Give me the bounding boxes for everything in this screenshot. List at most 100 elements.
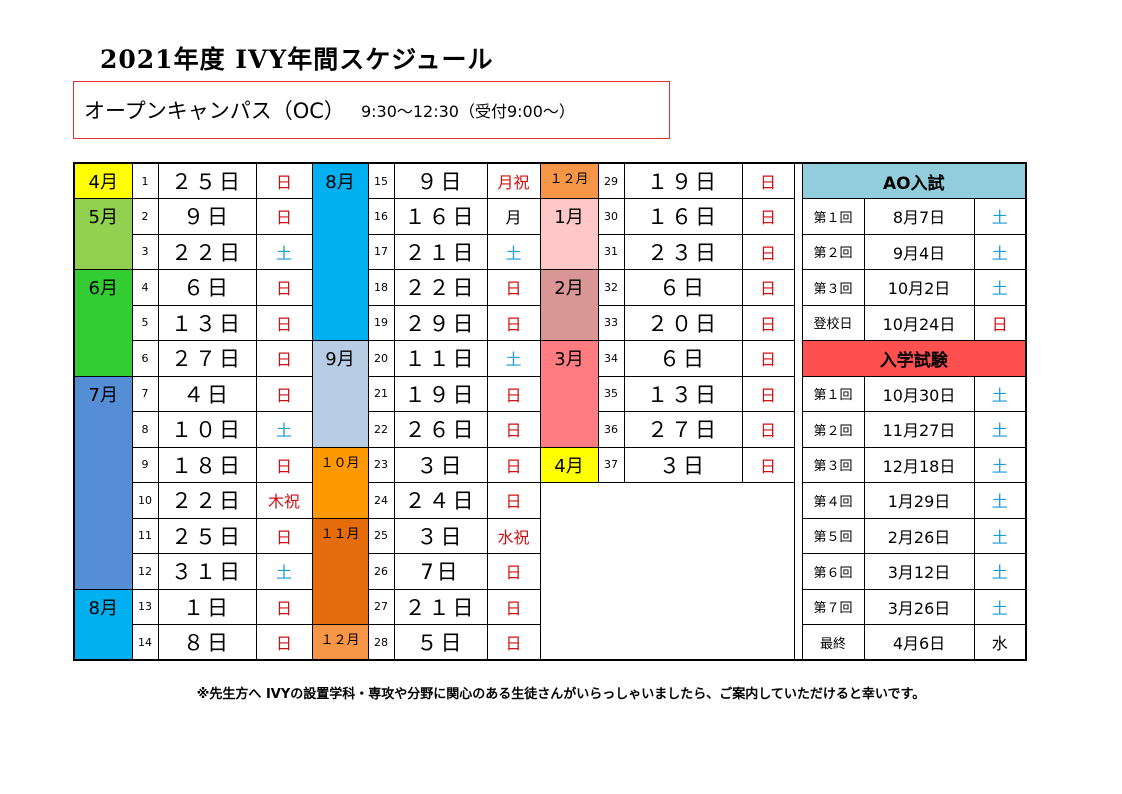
month-label: １０月 bbox=[311, 446, 369, 519]
exam-date: 9月4日 bbox=[863, 233, 975, 270]
session-number: 23 bbox=[367, 446, 395, 483]
exam-round: 第１回 bbox=[801, 198, 865, 235]
session-weekday: 月 bbox=[486, 198, 541, 235]
session-date: ２７日 bbox=[157, 340, 257, 377]
session-number: 14 bbox=[131, 624, 159, 661]
session-weekday: 日 bbox=[255, 269, 313, 306]
session-date: １９日 bbox=[623, 162, 743, 199]
session-date: ２０日 bbox=[623, 304, 743, 341]
session-number: 9 bbox=[131, 446, 159, 483]
session-number: 6 bbox=[131, 340, 159, 377]
session-date: １０日 bbox=[157, 411, 257, 448]
session-date: １日 bbox=[157, 588, 257, 625]
exam-round: 第７回 bbox=[801, 588, 865, 625]
session-date: ９日 bbox=[157, 198, 257, 235]
session-weekday: 土 bbox=[255, 553, 313, 590]
session-date: ８日 bbox=[157, 624, 257, 661]
exam-round: 第４回 bbox=[801, 482, 865, 519]
session-weekday: 日 bbox=[255, 588, 313, 625]
session-number: 5 bbox=[131, 304, 159, 341]
schedule-row: 4月 1 ２５日日 8月 15 ９日 月祝 １２月 29 １９日日 AO入試 bbox=[73, 162, 1027, 660]
session-weekday: 日 bbox=[741, 198, 795, 235]
open-campus-time: 9:30～12:30（受付9:00～） bbox=[360, 102, 575, 121]
session-weekday: 日 bbox=[255, 340, 313, 377]
session-number: 4 bbox=[131, 269, 159, 306]
session-weekday: 土 bbox=[486, 233, 541, 270]
session-date: ２３日 bbox=[623, 233, 743, 270]
session-number: 24 bbox=[367, 482, 395, 519]
entrance-exam-header: 入学試験 bbox=[801, 340, 1027, 377]
schedule-row: 10 ２２日 木祝 24 ２４日日 第４回 1月29日土 bbox=[74, 482, 1027, 661]
session-date: ２９日 bbox=[393, 304, 488, 341]
schedule-row: 12 ３１日土 26 7日日第６回 3月12日土 bbox=[74, 553, 1027, 590]
session-weekday: 日 bbox=[255, 446, 313, 483]
session-date: ３日 bbox=[393, 446, 488, 483]
month-label: 8月 bbox=[73, 588, 133, 661]
open-campus-box: オープンキャンパス（OC） 9:30～12:30（受付9:00～） bbox=[73, 81, 670, 139]
schedule-row: 5月 2 ９日日 16 １６日月 1月 30 １６日日第１回 8月7日土 bbox=[73, 198, 1027, 270]
exam-date: 2月26日 bbox=[863, 517, 975, 554]
exam-weekday: 土 bbox=[973, 553, 1027, 590]
session-weekday: 日 bbox=[741, 304, 795, 341]
session-number: 25 bbox=[367, 517, 395, 554]
empty-area bbox=[539, 482, 795, 661]
session-weekday: 日 bbox=[741, 269, 795, 306]
session-number: 29 bbox=[597, 162, 625, 199]
exam-round: 第３回 bbox=[801, 269, 865, 306]
session-number: 12 bbox=[131, 553, 159, 590]
session-date: １３日 bbox=[157, 304, 257, 341]
session-weekday: 日 bbox=[741, 411, 795, 448]
exam-round: 第５回 bbox=[801, 517, 865, 554]
session-number: 34 bbox=[597, 340, 625, 377]
session-date: ６日 bbox=[157, 269, 257, 306]
schedule-row: 11 ２５日日 １１月 25 ３日 水祝 第５回 2月26日土 bbox=[74, 517, 1027, 625]
ao-exam-header: AO入試 bbox=[801, 162, 1027, 199]
session-number: 31 bbox=[597, 233, 625, 270]
session-date: ２２日 bbox=[157, 233, 257, 270]
exam-date: 1月29日 bbox=[863, 482, 975, 519]
exam-weekday: 土 bbox=[973, 198, 1027, 235]
session-date: １６日 bbox=[393, 198, 488, 235]
session-date: ６日 bbox=[623, 340, 743, 377]
session-date: ２２日 bbox=[393, 269, 488, 306]
open-campus-label: オープンキャンパス（OC） bbox=[84, 99, 345, 123]
session-date: １３日 bbox=[623, 375, 743, 412]
session-number: 3 bbox=[131, 233, 159, 270]
session-date: ９日 bbox=[393, 162, 488, 199]
session-number: 28 bbox=[367, 624, 395, 661]
session-number: 8 bbox=[131, 411, 159, 448]
month-label: 5月 bbox=[73, 198, 133, 270]
session-date: ２５日 bbox=[157, 162, 257, 199]
exam-weekday: 土 bbox=[973, 411, 1027, 448]
session-weekday: 土 bbox=[486, 340, 541, 377]
session-date: ２１日 bbox=[393, 588, 488, 625]
session-weekday: 日 bbox=[486, 446, 541, 483]
session-number: 2 bbox=[131, 198, 159, 235]
exam-round: 登校日 bbox=[801, 304, 865, 341]
session-weekday: 日 bbox=[486, 304, 541, 341]
exam-weekday: 土 bbox=[973, 375, 1027, 412]
session-date: ２４日 bbox=[393, 482, 488, 519]
exam-date: 12月18日 bbox=[863, 446, 975, 483]
session-weekday: 日 bbox=[255, 375, 313, 412]
session-weekday: 日 bbox=[255, 517, 313, 554]
session-weekday: 日 bbox=[255, 162, 313, 199]
session-number: 30 bbox=[597, 198, 625, 235]
teacher-note: ※先生方へ IVYの設置学科・専攻や分野に関心のある生徒さんがいらっしゃいました… bbox=[196, 687, 926, 702]
session-number: 35 bbox=[597, 375, 625, 412]
session-weekday: 木祝 bbox=[255, 482, 313, 519]
schedule-row: 9 １８日日 １０月 23 ３日日 4月 37 ３日日第３回 12月18日土 bbox=[74, 446, 1027, 519]
session-weekday: 日 bbox=[486, 269, 541, 306]
session-date: ２５日 bbox=[157, 517, 257, 554]
session-number: 10 bbox=[131, 482, 159, 519]
session-weekday: 日 bbox=[255, 198, 313, 235]
session-date: ２６日 bbox=[393, 411, 488, 448]
session-date: １８日 bbox=[157, 446, 257, 483]
session-number: 32 bbox=[597, 269, 625, 306]
exam-round: 第１回 bbox=[801, 375, 865, 412]
month-label: 3月 bbox=[539, 340, 599, 448]
session-weekday: 日 bbox=[741, 375, 795, 412]
exam-weekday: 日 bbox=[973, 304, 1027, 341]
session-weekday: 日 bbox=[486, 375, 541, 412]
session-number: 16 bbox=[367, 198, 395, 235]
